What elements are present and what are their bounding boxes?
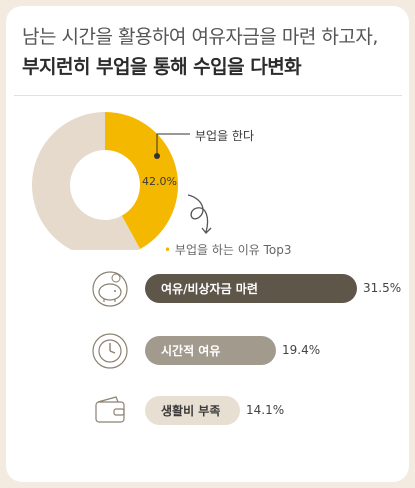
wallet-icon xyxy=(95,396,125,423)
bar-label: 시간적 여유 xyxy=(161,344,221,358)
bullet-icon: • xyxy=(164,243,175,257)
bar-value-label: 31.5% xyxy=(363,281,402,295)
bar-row: 여유/비상자금 마련 31.5% xyxy=(0,269,415,309)
header-divider xyxy=(14,95,402,96)
bar-value-label: 19.4% xyxy=(282,343,321,357)
bar-value-label: 14.1% xyxy=(246,403,285,417)
bar-row: 시간적 여유 19.4% xyxy=(0,331,415,371)
bar-section-title: • 부업을 하는 이유 Top3 xyxy=(164,241,292,258)
bar-row: 생활비 부족 14.1% xyxy=(0,391,415,431)
bar-fill: 여유/비상자금 마련 xyxy=(145,274,357,303)
bar-fill: 시간적 여유 xyxy=(145,336,276,365)
headline-line-2: 부지런히 부업을 통해 수입을 다변화 xyxy=(22,56,302,78)
headline-line-1: 남는 시간을 활용하여 여유자금을 마련 하고자, xyxy=(22,26,378,48)
bar-label: 여유/비상자금 마련 xyxy=(161,282,258,296)
callout-line xyxy=(156,133,190,156)
clock-icon xyxy=(92,333,128,369)
donut-callout-label: 부업을 한다 xyxy=(195,129,255,143)
curl-arrow-icon xyxy=(187,194,212,234)
bar-label: 생활비 부족 xyxy=(161,404,221,418)
bar-fill: 생활비 부족 xyxy=(145,396,240,425)
bar-section-title-text: 부업을 하는 이유 Top3 xyxy=(174,243,292,257)
donut-chart xyxy=(32,112,212,250)
piggy-bank-icon xyxy=(92,271,128,307)
donut-value-label: 42.0% xyxy=(142,175,177,188)
donut-slice-side-job xyxy=(105,112,178,249)
donut-slice-rest xyxy=(32,112,141,250)
